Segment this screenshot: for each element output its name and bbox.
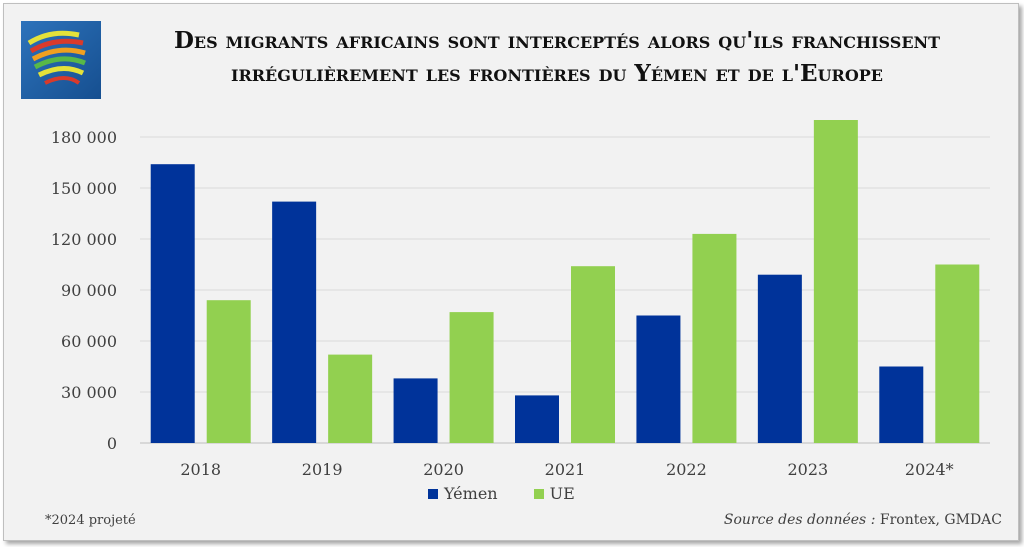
bar-ue xyxy=(692,233,737,443)
bar-ue xyxy=(813,120,858,443)
bar-ue xyxy=(571,266,615,443)
data-source: Source des données : Frontex, GMDAC xyxy=(724,512,1002,528)
chart-title: Des migrants africains sont interceptés … xyxy=(104,24,1010,90)
bar-yemen xyxy=(272,201,317,443)
x-tick-label: 2020 xyxy=(423,460,464,479)
bar-yemen xyxy=(515,395,559,443)
x-tick-label: 2024* xyxy=(905,460,954,479)
africa-stripes-logo-icon xyxy=(21,21,101,99)
y-tick-label: 30 000 xyxy=(61,383,117,402)
chart-title-line-2: irrégulièrement les frontières du Yémen … xyxy=(230,60,884,87)
x-tick-label: 2022 xyxy=(666,460,707,479)
legend-item-ue: UE xyxy=(533,484,575,503)
bar-yemen xyxy=(636,315,681,443)
y-tick-label: 180 000 xyxy=(51,128,117,147)
data-source-value: Frontex, GMDAC xyxy=(879,512,1002,528)
legend-item-yemen: Yémen xyxy=(428,484,498,503)
footnote: *2024 projeté xyxy=(45,513,136,528)
legend-label-yemen: Yémen xyxy=(444,484,498,503)
bar-ue xyxy=(935,264,980,443)
bar-ue xyxy=(206,300,251,443)
bar-yemen xyxy=(879,366,924,443)
x-tick-label: 2023 xyxy=(787,460,828,479)
bar-ue xyxy=(328,354,373,443)
x-tick-label: 2018 xyxy=(180,460,221,479)
y-tick-label: 150 000 xyxy=(51,179,117,198)
data-source-label: Source des données : xyxy=(723,512,876,528)
y-tick-label: 60 000 xyxy=(61,332,117,351)
x-tick-label: 2019 xyxy=(302,460,343,479)
y-tick-label: 90 000 xyxy=(61,281,117,300)
legend-swatch-yemen xyxy=(428,488,438,499)
bar-yemen xyxy=(393,378,438,443)
bar-ue xyxy=(449,312,494,443)
legend-swatch-ue xyxy=(533,488,544,499)
chart-legend: Yémen UE xyxy=(428,484,575,503)
legend-label-ue: UE xyxy=(549,484,575,503)
bar-yemen xyxy=(757,274,802,443)
y-tick-label: 0 xyxy=(107,434,117,453)
y-tick-label: 120 000 xyxy=(51,230,117,249)
bar-yemen xyxy=(150,164,195,443)
chart-title-line-1: Des migrants africains sont interceptés … xyxy=(173,27,941,54)
x-tick-label: 2021 xyxy=(545,460,586,479)
